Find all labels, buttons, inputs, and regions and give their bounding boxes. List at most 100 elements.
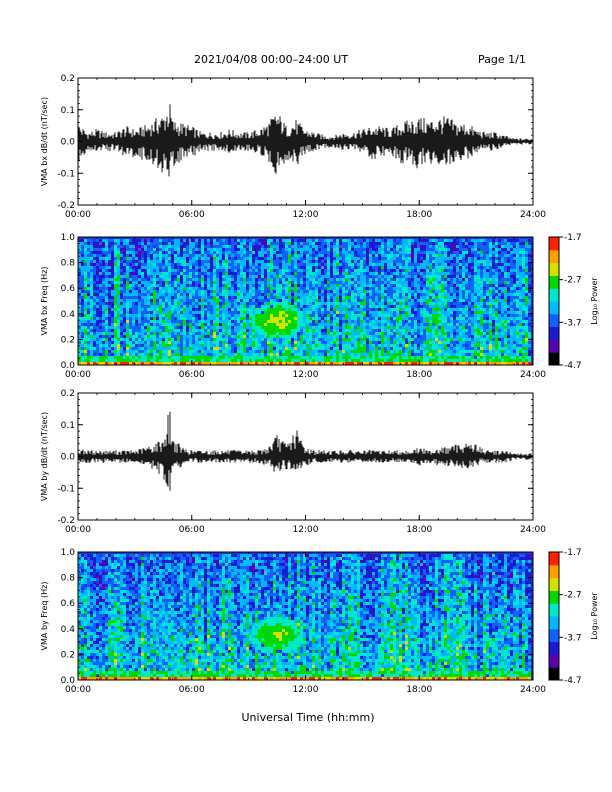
spectrogram-cell [189, 338, 192, 341]
spectrogram-cell [264, 314, 267, 317]
spectrogram-cell [213, 245, 216, 248]
spectrogram-cell [417, 314, 420, 317]
spectrogram-cell [273, 275, 276, 278]
spectrogram-cell [150, 239, 153, 242]
spectrogram-cell [231, 245, 234, 248]
spectrogram-cell [204, 263, 207, 266]
spectrogram-cell [348, 296, 351, 299]
spectrogram-cell [111, 344, 114, 347]
spectrogram-cell [324, 293, 327, 296]
spectrogram-cell [207, 344, 210, 347]
spectrogram-cell [135, 308, 138, 311]
spectrogram-cell [171, 287, 174, 290]
spectrogram-cell [249, 275, 252, 278]
spectrogram-cell [114, 317, 117, 320]
spectrogram-cell [147, 344, 150, 347]
spectrogram-cell [378, 239, 381, 242]
spectrogram-cell [195, 323, 198, 326]
spectrogram-cell [330, 308, 333, 311]
spectrogram-cell [129, 287, 132, 290]
spectrogram-cell [297, 341, 300, 344]
spectrogram-cell [384, 269, 387, 272]
spectrogram-cell [285, 242, 288, 245]
spectrogram-cell [297, 335, 300, 338]
spectrogram-cell [186, 296, 189, 299]
spectrogram-cell [96, 311, 99, 314]
spectrogram-cell [120, 281, 123, 284]
spectrogram-cell [387, 305, 390, 308]
spectrogram-cell [369, 302, 372, 305]
spectrogram-cell [93, 257, 96, 260]
spectrogram-cell [345, 275, 348, 278]
spectrogram-cell [348, 314, 351, 317]
spectrogram-cell [426, 278, 429, 281]
spectrogram-cell [123, 347, 126, 350]
spectrogram-cell [252, 329, 255, 332]
spectrogram-cell [162, 272, 165, 275]
spectrogram-cell [222, 284, 225, 287]
spectrogram-cell [228, 305, 231, 308]
spectrogram-cell [186, 254, 189, 257]
spectrogram-cell [162, 275, 165, 278]
spectrogram-cell [300, 329, 303, 332]
spectrogram-cell [180, 362, 183, 365]
spectrogram-cell [363, 287, 366, 290]
spectrogram-cell [261, 290, 264, 293]
spectrogram-cell [426, 326, 429, 329]
spectrogram-cell [84, 239, 87, 242]
spectrogram-cell [321, 329, 324, 332]
spectrogram-cell [261, 275, 264, 278]
spectrogram-cell [84, 314, 87, 317]
spectrogram-cell [108, 350, 111, 353]
spectrogram-cell [126, 311, 129, 314]
spectrogram-cell [366, 269, 369, 272]
spectrogram-cell [93, 338, 96, 341]
spectrogram-cell [219, 314, 222, 317]
spectrogram-cell [249, 344, 252, 347]
spectrogram-cell [276, 344, 279, 347]
spectrogram-cell [360, 332, 363, 335]
spectrogram-cell [237, 323, 240, 326]
spectrogram-cell [279, 266, 282, 269]
spectrogram-cell [426, 353, 429, 356]
spectrogram-cell [420, 335, 423, 338]
spectrogram-cell [114, 281, 117, 284]
spectrogram-cell [300, 266, 303, 269]
spectrogram-cell [381, 293, 384, 296]
spectrogram-cell [126, 278, 129, 281]
spectrogram-cell [273, 248, 276, 251]
spectrogram-cell [162, 302, 165, 305]
spectrogram-cell [387, 287, 390, 290]
spectrogram-cell [210, 275, 213, 278]
spectrogram-cell [165, 335, 168, 338]
spectrogram-cell [300, 323, 303, 326]
spectrogram-cell [297, 278, 300, 281]
spectrogram-cell [141, 281, 144, 284]
spectrogram-cell [180, 251, 183, 254]
spectrogram-cell [396, 344, 399, 347]
spectrogram-cell [219, 299, 222, 302]
spectrogram-cell [273, 359, 276, 362]
spectrogram-cell [243, 263, 246, 266]
spectrogram-cell [186, 305, 189, 308]
spectrogram-cell [411, 299, 414, 302]
spectrogram-cell [393, 311, 396, 314]
spectrogram-cell [108, 248, 111, 251]
spectrogram-cell [345, 254, 348, 257]
spectrogram-cell [324, 242, 327, 245]
spectrogram-cell [408, 320, 411, 323]
spectrogram-cell [99, 242, 102, 245]
spectrogram-cell [363, 263, 366, 266]
spectrogram-cell [288, 287, 291, 290]
spectrogram-cell [219, 263, 222, 266]
spectrogram-cell [336, 320, 339, 323]
spectrogram-cell [291, 317, 294, 320]
spectrogram-cell [141, 278, 144, 281]
spectrogram-cell [174, 341, 177, 344]
spectrogram-cell [405, 287, 408, 290]
spectrogram-cell [372, 320, 375, 323]
spectrogram-cell [411, 290, 414, 293]
spectrogram-cell [405, 326, 408, 329]
spectrogram-cell [213, 239, 216, 242]
spectrogram-cell [381, 317, 384, 320]
